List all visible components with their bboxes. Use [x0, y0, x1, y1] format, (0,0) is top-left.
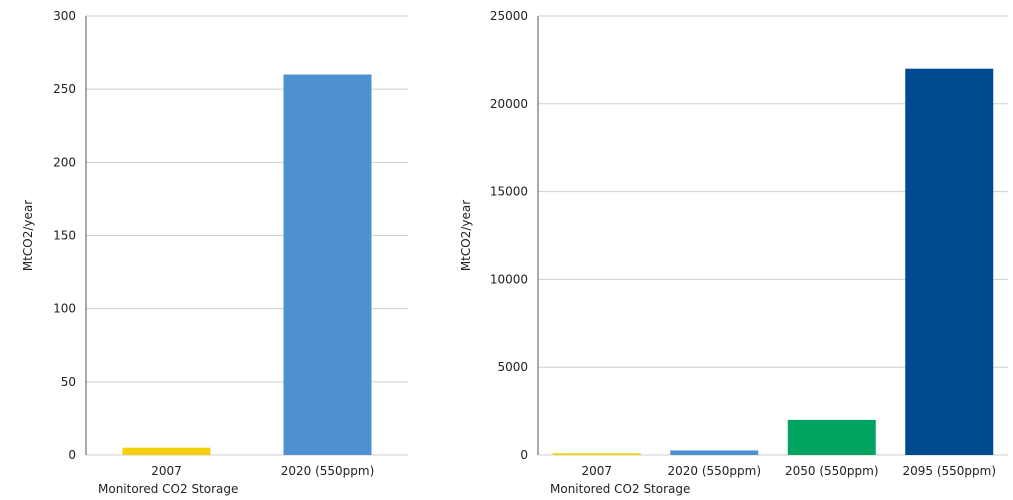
x-tick-label: 2095 (550ppm)	[902, 464, 996, 478]
x-tick-label: 2007	[151, 464, 182, 478]
bar-2095-550ppm	[905, 68, 994, 456]
x-tick-label: 2007	[581, 464, 612, 478]
y-tick-label: 50	[61, 375, 76, 389]
bar-2050-550ppm	[787, 419, 876, 455]
bar-2007	[552, 453, 641, 455]
y-tick-label: 15000	[490, 185, 528, 199]
y-tick-label: 250	[53, 82, 76, 96]
left-chart: 0 50 100 150 200 250 300 2007 2020 (550ppm) Monit…	[21, 9, 408, 496]
x-tick-label: 2020 (550ppm)	[667, 464, 761, 478]
right-chart: 0 5000 10000 15000 20000 25000 2007 2020 (550pp…	[459, 9, 1008, 496]
y-tick-label: 150	[53, 229, 76, 243]
y-tick-label: 10000	[490, 272, 528, 286]
y-axis-label: MtCO2/year	[459, 200, 473, 271]
x-tick-label: 2050 (550ppm)	[785, 464, 879, 478]
bar-2020-550ppm	[670, 450, 759, 455]
x-axis-label: Monitored CO2 Storage	[98, 482, 238, 496]
y-tick-label: 20000	[490, 97, 528, 111]
y-tick-label: 25000	[490, 9, 528, 23]
y-tick-label: 300	[53, 9, 76, 23]
y-tick-label: 0	[520, 448, 528, 462]
x-axis-label: Monitored CO2 Storage	[550, 482, 690, 496]
y-tick-label: 100	[53, 302, 76, 316]
y-axis-label: MtCO2/year	[21, 200, 35, 271]
x-tick-label: 2020 (550ppm)	[281, 464, 375, 478]
bar-2007	[122, 447, 211, 455]
bar-2020-550ppm	[283, 74, 372, 456]
y-tick-label: 5000	[497, 360, 528, 374]
y-tick-label: 200	[53, 155, 76, 169]
y-tick-label: 0	[68, 448, 76, 462]
